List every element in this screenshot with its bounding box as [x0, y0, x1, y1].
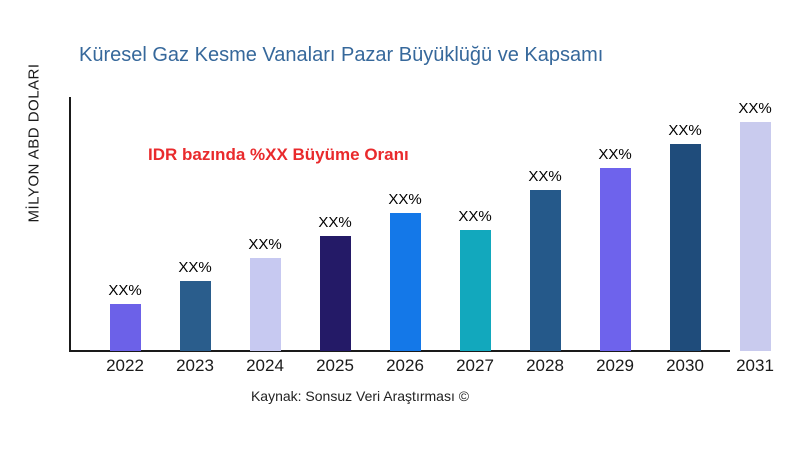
- bar-group-2023: XX% 2023: [160, 0, 230, 450]
- y-axis-line: [69, 97, 71, 352]
- bar-value-label-2027: XX%: [458, 208, 492, 225]
- bar-group-2022: XX% 2022: [90, 0, 160, 450]
- x-tick-label-2027: 2027: [456, 356, 494, 375]
- bar-value-label-2028: XX%: [528, 168, 562, 185]
- x-tick-label-2022: 2022: [106, 356, 144, 375]
- x-tick-label-2031: 2031: [736, 356, 774, 375]
- growth-rate-annotation: IDR bazında %XX Büyüme Oranı: [148, 145, 409, 164]
- bar-2028: [529, 190, 561, 351]
- x-tick-label-2028: 2028: [526, 356, 564, 375]
- bar-2029: [599, 168, 631, 351]
- x-tick-label-2026: 2026: [386, 356, 424, 375]
- x-tick-label-2030: 2030: [666, 356, 704, 375]
- bar-group-2028: XX% 2028: [510, 0, 580, 450]
- bar-value-label-2026: XX%: [388, 191, 422, 208]
- source-caption: Kaynak: Sonsuz Veri Araştırması ©: [250, 388, 470, 404]
- bar-group-2031: XX% 2031: [720, 0, 790, 450]
- chart-title: Küresel Gaz Kesme Vanaları Pazar Büyüklü…: [79, 44, 604, 66]
- bar-2026: [389, 213, 421, 351]
- bar-2023: [179, 281, 211, 351]
- x-axis-line: [69, 350, 730, 352]
- bar-2025: [319, 236, 351, 351]
- bar-value-label-2025: XX%: [318, 214, 352, 231]
- bar-group-2026: XX% 2026: [370, 0, 440, 450]
- bar-value-label-2024: XX%: [248, 236, 282, 253]
- bar-group-2030: XX% 2030: [650, 0, 720, 450]
- bar-value-label-2030: XX%: [668, 122, 702, 139]
- bar-group-2025: XX% 2025: [300, 0, 370, 450]
- bar-group-2024: XX% 2024: [230, 0, 300, 450]
- bar-group-2027: XX% 2027: [440, 0, 510, 450]
- bar-value-label-2023: XX%: [178, 259, 212, 276]
- x-tick-label-2025: 2025: [316, 356, 354, 375]
- x-tick-label-2024: 2024: [246, 356, 284, 375]
- x-tick-label-2023: 2023: [176, 356, 214, 375]
- y-axis-label: MİLYON ABD DOLARI: [25, 63, 43, 223]
- bar-2027: [459, 230, 491, 351]
- bar-value-label-2031: XX%: [738, 100, 772, 117]
- bar-value-label-2022: XX%: [108, 282, 142, 299]
- bar-2024: [249, 258, 281, 351]
- bar-2022: [109, 304, 141, 351]
- bar-group-2029: XX% 2029: [580, 0, 650, 450]
- bar-2030: [669, 144, 701, 351]
- bar-2031: [739, 122, 771, 351]
- x-tick-label-2029: 2029: [596, 356, 634, 375]
- bar-value-label-2029: XX%: [598, 146, 632, 163]
